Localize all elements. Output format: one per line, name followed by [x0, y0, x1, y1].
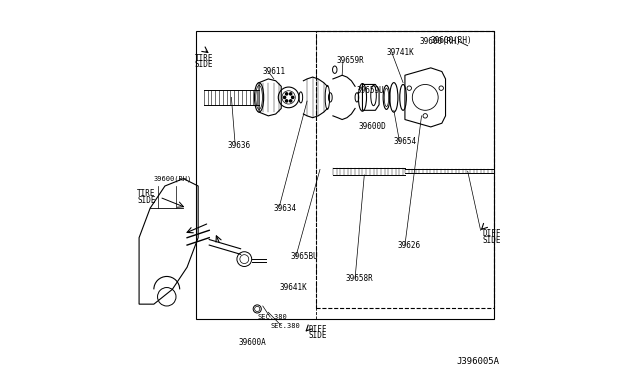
Text: 39600A: 39600A	[239, 339, 266, 347]
Circle shape	[285, 93, 288, 95]
Text: DIFF: DIFF	[309, 326, 328, 334]
Text: 39600(RH): 39600(RH)	[154, 175, 192, 182]
Text: 39634: 39634	[274, 203, 297, 213]
Text: J396005A: J396005A	[456, 357, 500, 366]
Text: SIDE: SIDE	[137, 196, 156, 205]
Text: SIDE: SIDE	[309, 331, 328, 340]
Text: 39658R: 39658R	[346, 274, 374, 283]
Text: 39741K: 39741K	[387, 48, 414, 57]
Text: SEC.380: SEC.380	[257, 314, 287, 320]
Text: 39636: 39636	[228, 141, 251, 150]
Text: 3965BU: 3965BU	[291, 252, 318, 262]
Text: 39641K: 39641K	[280, 283, 307, 292]
Text: 39600(RH): 39600(RH)	[420, 37, 461, 46]
Text: 39600D: 39600D	[359, 122, 387, 131]
Circle shape	[292, 96, 294, 99]
Text: 39611: 39611	[263, 67, 286, 76]
Text: 39600(RH): 39600(RH)	[431, 36, 472, 45]
Text: DIFF: DIFF	[483, 230, 501, 238]
Text: SIDE: SIDE	[195, 60, 213, 69]
Text: TIRE: TIRE	[137, 189, 156, 198]
Text: 39659R: 39659R	[337, 56, 364, 65]
Text: TIRE: TIRE	[195, 54, 213, 63]
Circle shape	[289, 100, 292, 102]
Circle shape	[289, 93, 292, 95]
Text: 39654: 39654	[394, 137, 417, 146]
Circle shape	[285, 100, 288, 102]
Text: 39659U: 39659U	[357, 86, 385, 94]
Text: SEC.380: SEC.380	[270, 323, 300, 328]
Text: SIDE: SIDE	[483, 236, 501, 245]
Circle shape	[284, 96, 285, 99]
Text: 39626: 39626	[397, 241, 420, 250]
